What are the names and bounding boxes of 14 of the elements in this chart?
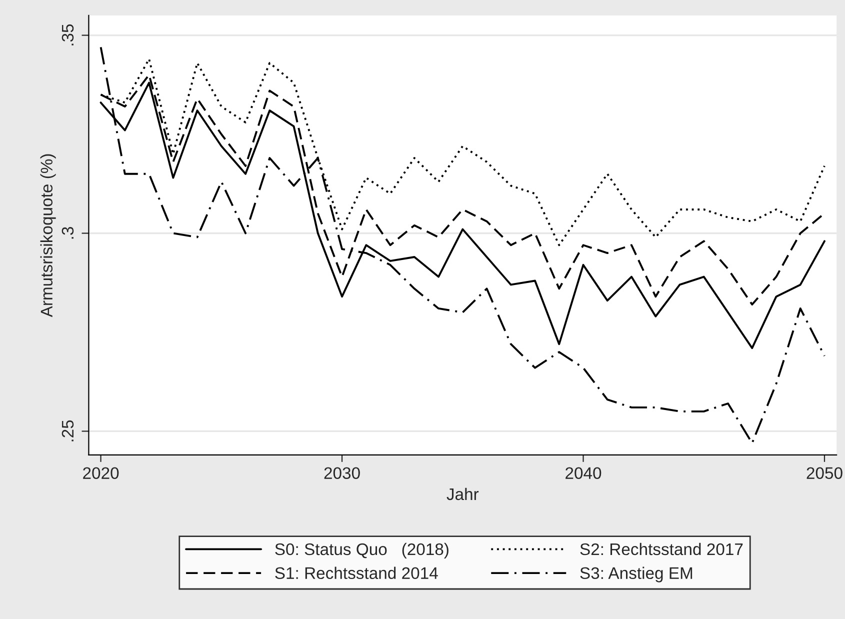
x-tick-label: 2050	[806, 467, 842, 480]
line-series	[100, 46, 826, 444]
y-tick-label: .25	[62, 420, 74, 442]
y-tick-label: .3	[62, 227, 74, 239]
legend-label: S0: Status Quo (2018)	[275, 542, 448, 558]
x-axis-title: Jahr	[446, 488, 479, 500]
legend-label: S2: Rechtsstand 2017	[580, 542, 743, 556]
x-tick-label: 2030	[324, 467, 360, 480]
y-tick-label: .35	[62, 24, 74, 46]
x-tick-label: 2020	[83, 467, 119, 480]
y-axis-title: Armutsrisikoquote (%)	[40, 154, 56, 318]
legend-label: S1: Rechtsstand 2014	[275, 566, 438, 580]
legend-label: S3: Anstieg EM	[580, 566, 692, 582]
x-tick-label: 2040	[566, 467, 602, 480]
